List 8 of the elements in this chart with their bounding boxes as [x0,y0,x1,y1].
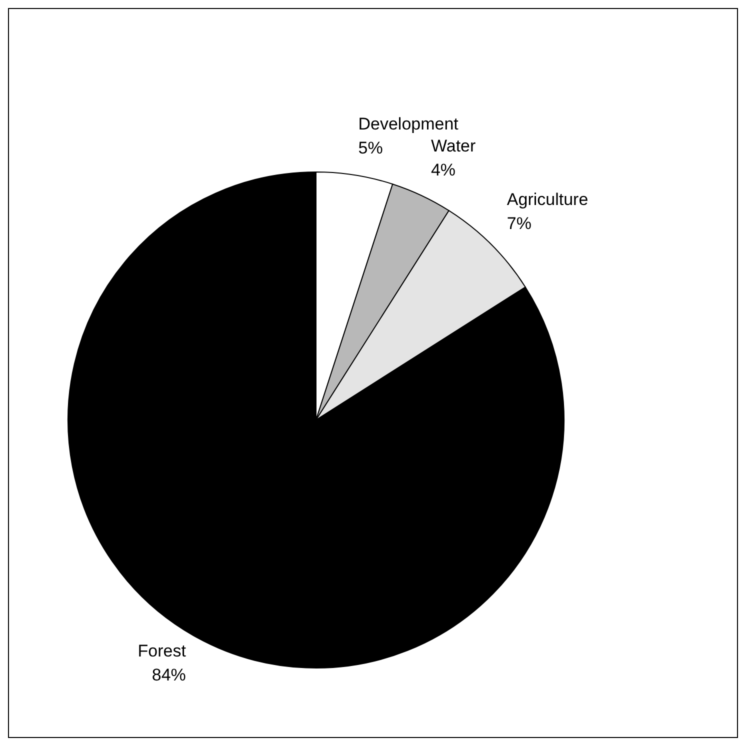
data-label: 84% [152,666,186,685]
data-label: 4% [430,160,456,180]
slice-label: Forest [138,642,186,661]
slice-label: Development [358,114,459,134]
data-label: 5% [358,138,383,158]
slice-label: Water [430,136,476,156]
slice-label: Agriculture [506,190,588,210]
data-label: 7% [506,214,532,234]
